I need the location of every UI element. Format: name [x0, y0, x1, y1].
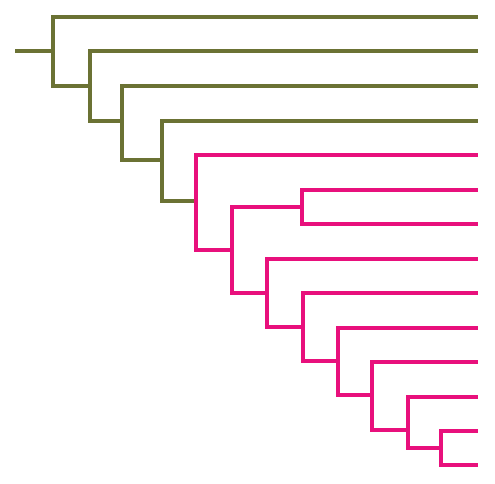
branch [336, 326, 478, 397]
branch [301, 291, 478, 363]
branch [120, 84, 478, 162]
branch [160, 119, 478, 203]
branch [406, 395, 478, 450]
pink-clade [194, 153, 478, 467]
branch [300, 188, 478, 226]
branch [265, 257, 478, 329]
olive-clade [15, 15, 478, 203]
branch [194, 153, 478, 252]
branch [230, 205, 302, 295]
branch [439, 429, 478, 467]
branch [88, 49, 478, 123]
branch [370, 360, 478, 432]
branch [51, 15, 478, 88]
